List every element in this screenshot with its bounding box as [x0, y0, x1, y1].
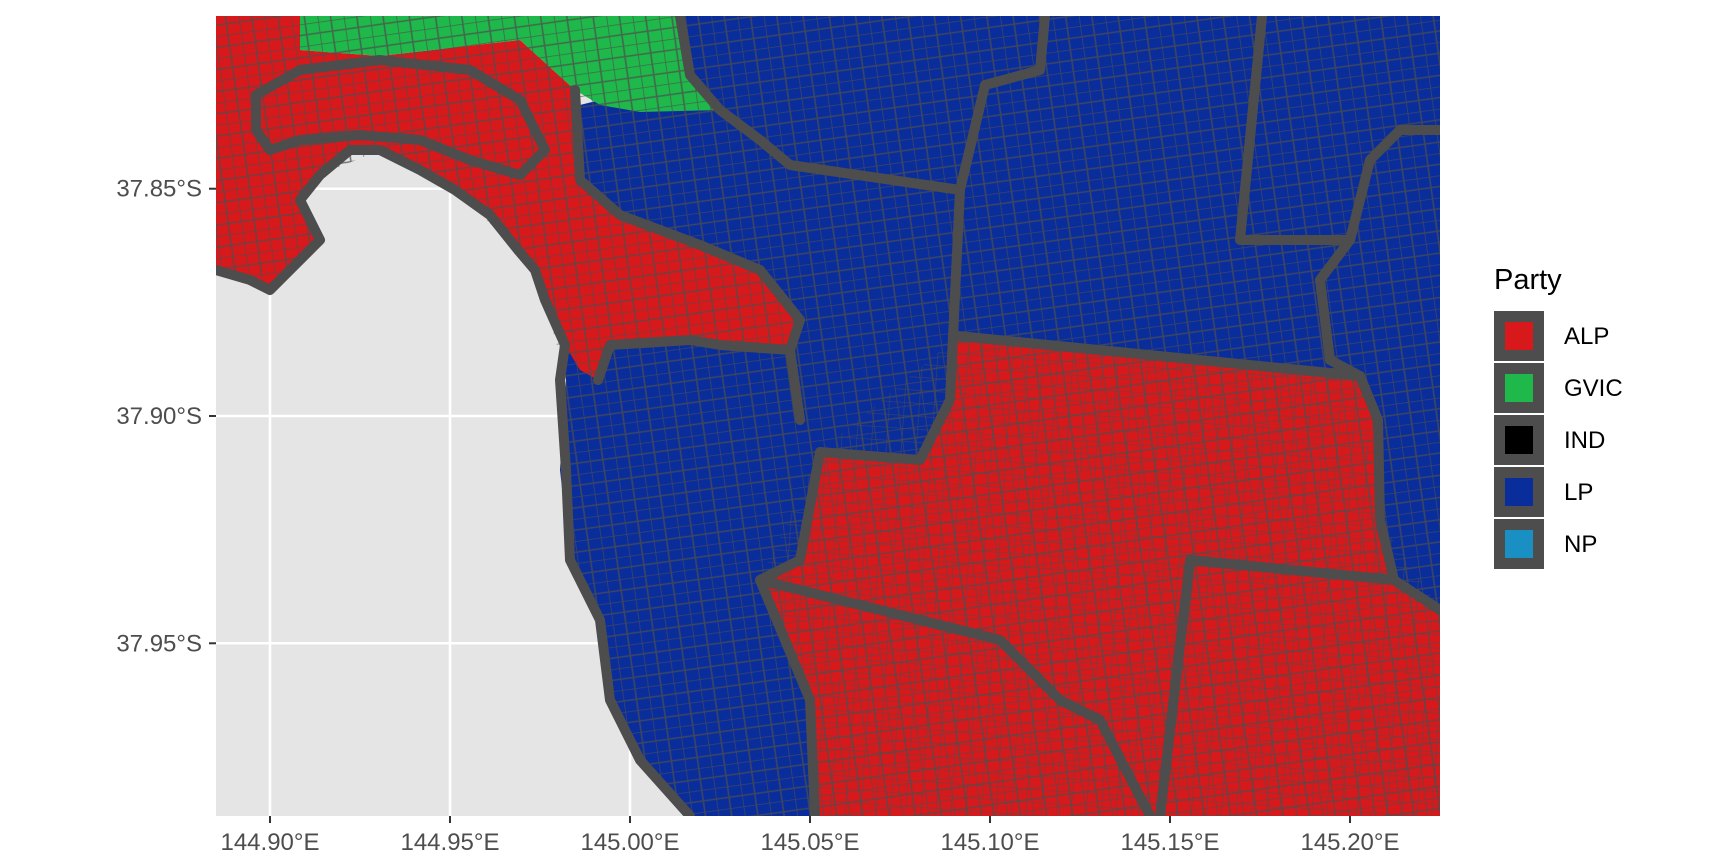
y-tick-label: 37.90°S: [116, 403, 202, 430]
legend-item-gvic: GVIC: [1494, 363, 1623, 413]
legend-label: ALP: [1564, 323, 1609, 350]
legend-item-alp: ALP: [1494, 311, 1609, 361]
electorate-boundaries: [216, 16, 1440, 816]
legend-swatch: [1505, 322, 1533, 350]
x-tick-label: 145.00°E: [580, 829, 679, 856]
legend-item-ind: IND: [1494, 415, 1605, 465]
y-axis: 37.85°S 37.90°S 37.95°S: [116, 176, 216, 657]
legend-swatch: [1505, 374, 1533, 402]
legend: Party ALP GVIC IND LP NP: [1494, 264, 1623, 569]
suburb-boundary-mesh-fine: [760, 336, 1440, 816]
legend-label: NP: [1564, 531, 1597, 558]
x-tick-label: 144.90°E: [220, 829, 319, 856]
y-tick-label: 37.85°S: [116, 176, 202, 203]
legend-label: LP: [1564, 479, 1593, 506]
x-tick-label: 144.95°E: [400, 829, 499, 856]
legend-label: IND: [1564, 427, 1605, 454]
legend-item-lp: LP: [1494, 467, 1593, 517]
x-tick-label: 145.10°E: [940, 829, 1039, 856]
x-tick-label: 145.20°E: [1300, 829, 1399, 856]
legend-title: Party: [1494, 264, 1562, 296]
y-tick-label: 37.95°S: [116, 630, 202, 657]
x-axis: 144.90°E 144.95°E 145.00°E 145.05°E 145.10°E…: [220, 816, 1400, 856]
legend-label: GVIC: [1564, 375, 1623, 402]
x-tick-label: 145.05°E: [760, 829, 859, 856]
legend-item-np: NP: [1494, 519, 1597, 569]
legend-swatch: [1505, 530, 1533, 558]
legend-swatch: [1505, 426, 1533, 454]
electorate-regions: [216, 16, 1440, 816]
x-tick-label: 145.15°E: [1120, 829, 1219, 856]
legend-swatch: [1505, 478, 1533, 506]
